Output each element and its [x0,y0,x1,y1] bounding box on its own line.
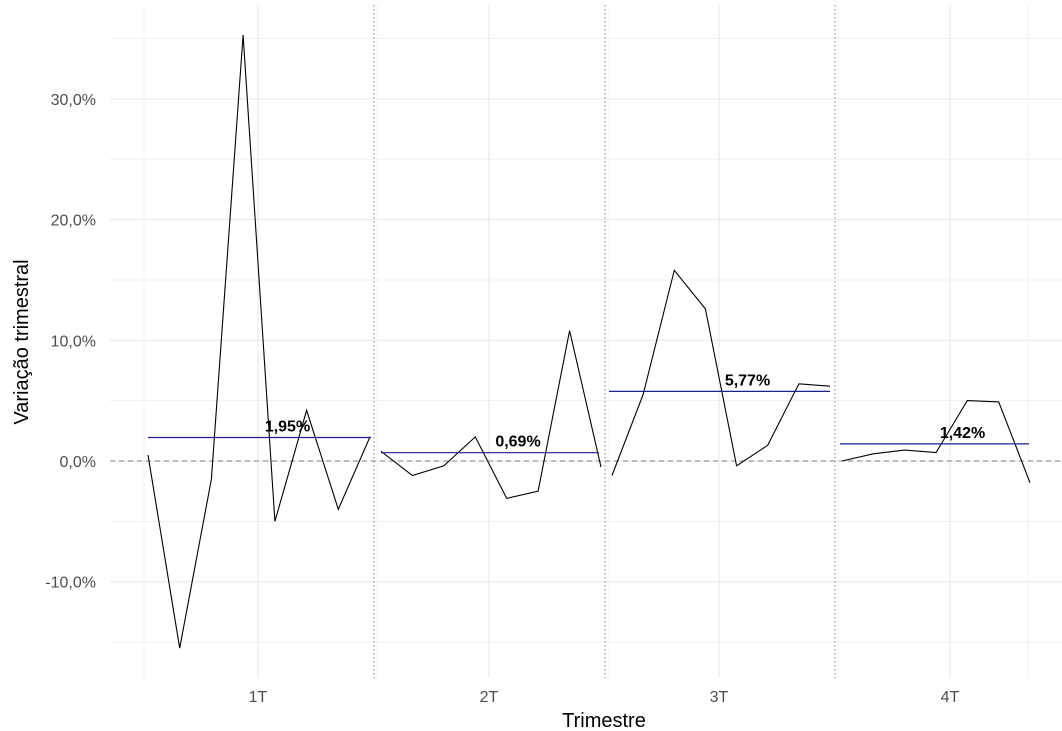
series-layer [147,34,1031,649]
series-line-4T [841,400,1031,483]
mean-label-2T: 0,69% [495,434,540,451]
separator-layer [373,5,836,678]
series-line-3T [611,269,831,476]
x-tick-label: 1T [249,689,268,706]
grid-layer [110,5,1062,678]
series-line-2T [380,330,602,500]
x-tick-label: 3T [710,689,729,706]
mean-layer [148,390,1029,454]
y-tick-label: -10,0% [45,575,96,592]
y-tick-label: 10,0% [51,333,96,350]
y-tick-label: 20,0% [51,213,96,230]
series-line-1T [147,34,371,649]
y-tick-label: 30,0% [51,92,96,109]
x-tick-label: 2T [480,689,499,706]
x-axis-title: Trimestre [562,710,646,731]
mean-label-3T: 5,77% [725,372,770,389]
mean-label-4T: 1,42% [940,425,985,442]
mean-label-1T: 1,95% [265,418,310,435]
x-tick-layer: 1T 2T 3T 4T [249,689,960,706]
x-tick-label: 4T [941,689,960,706]
y-tick-layer: -10,0% 0,0% 10,0% 20,0% 30,0% [45,92,96,592]
label-layer: 1,95% 0,69% 5,77% 1,42% [265,372,985,450]
y-tick-label: 0,0% [60,454,96,471]
y-axis-title: Variação trimestral [11,259,33,424]
